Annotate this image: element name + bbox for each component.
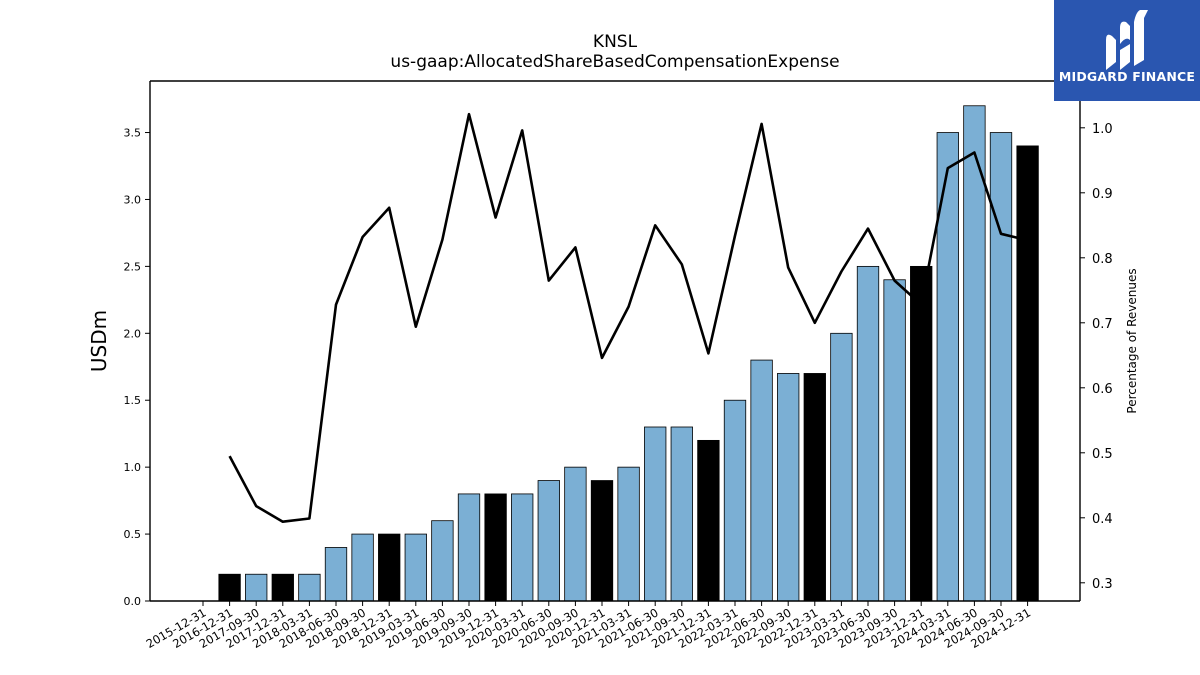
- y2-tick-label: 0.6: [1092, 382, 1113, 397]
- y-axis-label: USDm: [87, 310, 111, 372]
- y2-tick-label: 0.7: [1092, 317, 1113, 332]
- bar: [670, 426, 693, 602]
- bar: [245, 573, 268, 602]
- bar: [271, 573, 294, 602]
- y2-tick-label: 0.4: [1092, 512, 1113, 527]
- y2-axis-label: Percentage of Revenues: [1125, 268, 1139, 413]
- y-tick-label: 0.0: [124, 595, 142, 608]
- bar: [777, 373, 800, 602]
- bar: [883, 279, 906, 602]
- chart-subtitle: us-gaap:AllocatedShareBasedCompensationE…: [390, 52, 840, 72]
- y2-tick-label: 0.8: [1092, 252, 1113, 267]
- chart-title: KNSL: [592, 32, 638, 52]
- bar: [511, 493, 534, 602]
- y-tick-label: 1.0: [124, 461, 142, 474]
- bar: [723, 399, 747, 602]
- y2-tick-label: 0.3: [1092, 577, 1113, 592]
- y2-tick-label: 0.9: [1092, 187, 1113, 202]
- y-tick-label: 2.5: [124, 260, 142, 273]
- bar: [830, 332, 853, 602]
- logo-text: MIDGARD FINANCE: [1058, 69, 1196, 84]
- bar: [564, 466, 587, 602]
- y-tick-label: 1.5: [124, 394, 142, 407]
- bar: [803, 373, 826, 602]
- bar: [963, 105, 986, 602]
- y-tick-label: 0.5: [124, 528, 142, 541]
- logo: MIDGARD FINANCE: [1054, 0, 1200, 101]
- y-tick-label: 3.5: [124, 127, 142, 140]
- bar: [218, 573, 241, 602]
- bar: [351, 533, 374, 602]
- bar: [644, 426, 667, 602]
- y2-tick-label: 0.5: [1092, 447, 1113, 462]
- y2-tick-label: 1.0: [1092, 122, 1113, 137]
- midgard-m-icon: [1106, 10, 1148, 70]
- bar: [617, 466, 640, 602]
- bar: [537, 480, 560, 602]
- bar: [404, 533, 427, 602]
- bar: [1016, 145, 1039, 602]
- bar: [910, 265, 933, 602]
- bar: [697, 439, 720, 602]
- bar: [989, 132, 1013, 602]
- bar: [431, 520, 454, 602]
- bar: [324, 547, 348, 602]
- y-tick-label: 3.0: [124, 193, 142, 206]
- bar: [457, 493, 481, 602]
- series-line: [228, 112, 1028, 523]
- bar: [484, 493, 507, 602]
- bar: [590, 480, 614, 602]
- bar: [298, 573, 321, 602]
- y-tick-label: 2.0: [124, 327, 142, 340]
- bar: [750, 359, 773, 602]
- bar: [856, 265, 880, 602]
- bar: [378, 533, 401, 602]
